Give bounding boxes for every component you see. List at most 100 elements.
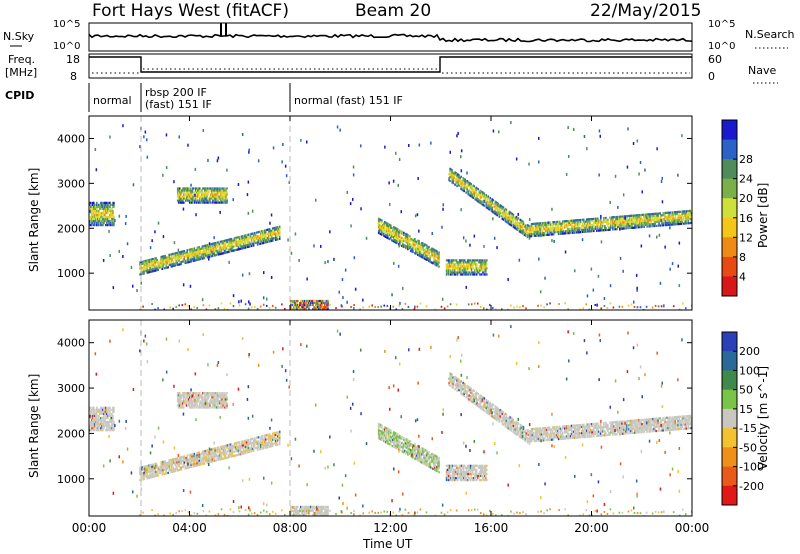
- velocity-echo-cell: [215, 392, 217, 395]
- power-echo-cell: [491, 208, 494, 211]
- power-echo-cell: [237, 248, 240, 251]
- power-echo-cell: [466, 261, 469, 264]
- power-echo-cell: [403, 243, 405, 247]
- velocity-echo-cell: [104, 425, 106, 428]
- velocity-echo-cell: [100, 429, 102, 432]
- velocity-echo-cell: [151, 465, 153, 468]
- power-echo-cell: [382, 226, 384, 229]
- power-echo-cell: [178, 255, 180, 258]
- power-echo-cell: [146, 271, 148, 274]
- velocity-echo-cell: [223, 396, 225, 399]
- power-echo-cell: [638, 224, 640, 227]
- velocity-echo-cell: [256, 448, 259, 451]
- power-echo-cell: [382, 232, 384, 235]
- power-echo-cell: [603, 297, 606, 300]
- power-echo-cell: [350, 306, 352, 308]
- power-echo-cell: [669, 223, 671, 226]
- power-echo-cell: [222, 191, 224, 194]
- velocity-echo-cell: [164, 462, 166, 465]
- power-echo-cell: [215, 249, 218, 253]
- power-echo-cell: [665, 221, 667, 225]
- power-echo-cell: [190, 191, 192, 194]
- power-echo-cell: [497, 208, 500, 211]
- power-echo-cell: [178, 193, 181, 196]
- power-echo-cell: [477, 271, 480, 274]
- power-echo-cell: [668, 211, 670, 214]
- power-echo-cell: [488, 208, 491, 211]
- power-echo-cell: [272, 233, 275, 236]
- velocity-echo-cell: [144, 465, 146, 468]
- velocity-echo-cell: [94, 425, 96, 428]
- power-echo-cell: [153, 259, 155, 262]
- power-echo-cell: [204, 254, 207, 257]
- power-echo-cell: [296, 306, 298, 309]
- power-echo-cell: [109, 213, 111, 217]
- velocity-echo-cell: [113, 406, 115, 409]
- power-echo-cell: [463, 265, 466, 268]
- velocity-echo-cell: [176, 400, 179, 403]
- velocity-echo-cell: [252, 439, 255, 442]
- power-echo-cell: [177, 189, 180, 192]
- power-echo-cell: [533, 230, 536, 233]
- power-echo-cell: [600, 214, 602, 218]
- velocity-echo-cell: [208, 450, 211, 454]
- power-echo-cell: [429, 248, 431, 251]
- power-echo-cell: [411, 248, 413, 252]
- velocity-echo-cell: [223, 445, 226, 448]
- power-echo-cell: [537, 226, 540, 229]
- power-echo-cell: [246, 233, 249, 236]
- power-echo-cell: [438, 257, 440, 260]
- power-echo-cell: [272, 227, 275, 230]
- power-echo-cell: [590, 218, 592, 221]
- velocity-echo-cell: [101, 412, 103, 415]
- power-echo-cell: [543, 306, 545, 309]
- velocity-echo-cell: [161, 463, 163, 466]
- power-echo-cell: [683, 210, 686, 213]
- power-echo-cell: [595, 217, 597, 220]
- power-echo-cell: [136, 289, 138, 292]
- velocity-echo-cell: [275, 439, 278, 442]
- power-echo-cell: [198, 254, 201, 257]
- power-echo-cell: [259, 238, 262, 241]
- power-echo-cell: [159, 260, 161, 263]
- power-echo-cell: [93, 215, 95, 219]
- power-echo-cell: [637, 214, 639, 217]
- power-echo-cell: [588, 224, 590, 227]
- power-echo-cell: [143, 264, 145, 267]
- velocity-echo-cell: [275, 431, 278, 434]
- velocity-echo-cell: [225, 406, 227, 409]
- power-echo-cell: [168, 253, 170, 256]
- velocity-echo-cell: [222, 457, 225, 460]
- velocity-echo-cell: [262, 445, 265, 448]
- power-echo-cell: [583, 218, 585, 221]
- velocity-echo-cell: [165, 472, 167, 475]
- velocity-echo-cell: [215, 400, 217, 403]
- power-echo-cell: [513, 224, 516, 227]
- power-echo-cell: [555, 220, 558, 224]
- power-echo-cell: [385, 229, 387, 232]
- power-echo-cell: [249, 237, 252, 240]
- power-echo-cell: [453, 265, 456, 268]
- power-echo-cell: [419, 250, 421, 253]
- power-echo-cell: [96, 222, 98, 225]
- power-echo-cell: [637, 226, 639, 229]
- power-echo-cell: [549, 302, 551, 305]
- power-echo-cell: [270, 239, 273, 242]
- velocity-echo-cell: [180, 462, 183, 465]
- power-echo-cell: [470, 268, 473, 272]
- power-echo-cell: [190, 187, 192, 190]
- power-echo-cell: [97, 215, 99, 219]
- velocity-echo-cell: [247, 442, 250, 446]
- power-echo-cell: [99, 220, 101, 223]
- power-echo-cell: [389, 227, 391, 231]
- power-echo-cell: [262, 303, 265, 306]
- velocity-echo-cell: [106, 429, 108, 432]
- power-echo-cell: [201, 193, 203, 196]
- power-echo-cell: [262, 296, 265, 300]
- velocity-echo-cell: [187, 392, 189, 395]
- power-echo-cell: [503, 213, 506, 216]
- power-echo-cell: [223, 197, 225, 200]
- power-echo-cell: [403, 231, 405, 234]
- power-echo-cell: [399, 301, 401, 305]
- power-echo-cell: [523, 231, 526, 234]
